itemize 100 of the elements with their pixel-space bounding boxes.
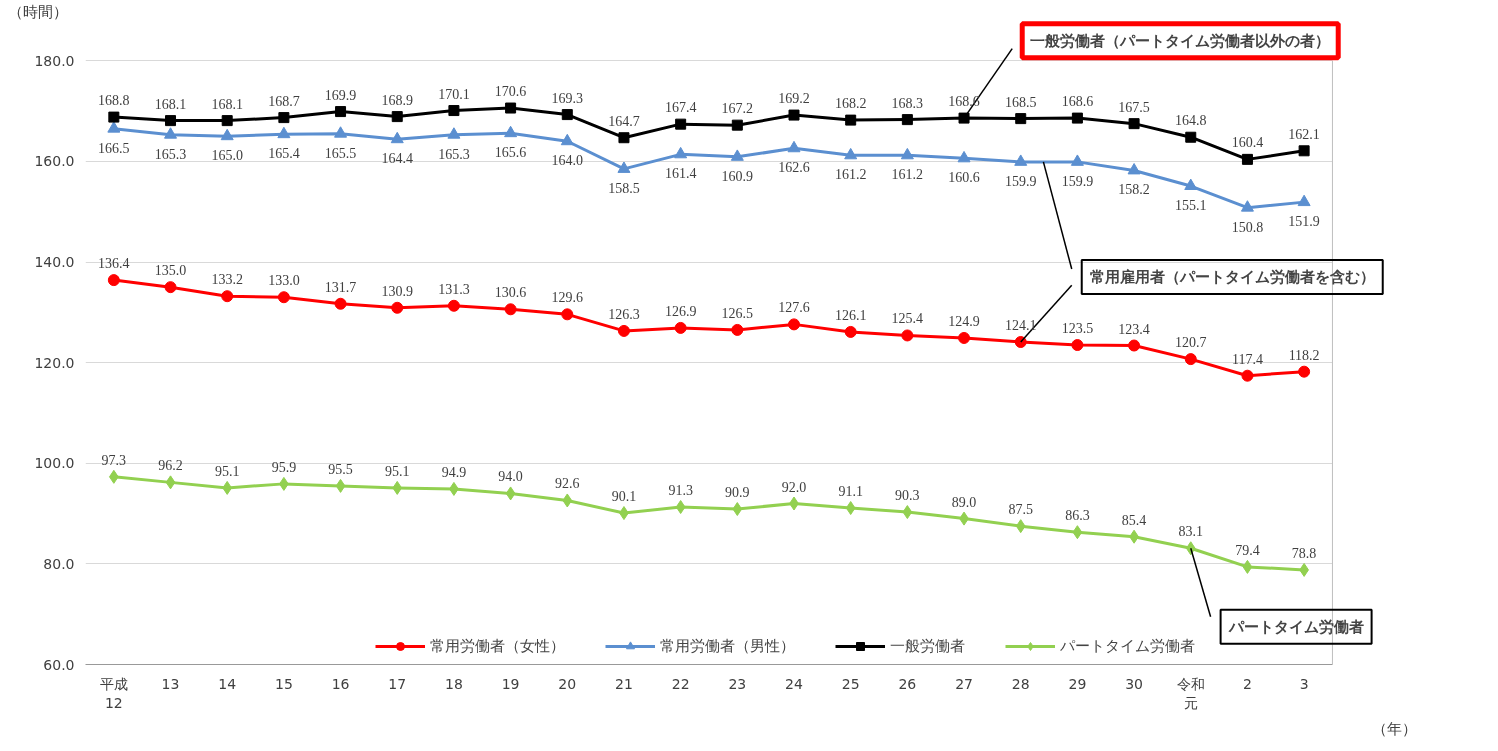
point <box>1128 339 1141 352</box>
point <box>220 128 234 141</box>
point <box>1127 163 1141 175</box>
x-tick-label: 16 <box>331 675 350 692</box>
data-label: 131.3 <box>438 281 470 297</box>
x-tick-label: 14 <box>218 675 237 692</box>
data-label: 133.0 <box>268 273 300 289</box>
data-label: 96.2 <box>158 458 183 474</box>
data-label: 90.3 <box>895 488 920 504</box>
data-label: 169.9 <box>324 87 357 103</box>
data-label: 164.4 <box>381 151 413 167</box>
data-label: 167.5 <box>1118 99 1150 115</box>
point <box>107 121 121 133</box>
point <box>1242 559 1253 574</box>
point <box>788 109 800 121</box>
point <box>1184 178 1198 190</box>
data-label: 170.1 <box>438 86 470 102</box>
point <box>844 325 857 338</box>
data-label: 160.4 <box>1231 135 1264 151</box>
data-label: 90.9 <box>725 485 750 501</box>
data-label: 155.1 <box>1175 198 1207 214</box>
point <box>164 281 177 294</box>
data-label: 92.0 <box>781 479 807 495</box>
data-label: 165.3 <box>154 146 187 162</box>
x-tick-label: 17 <box>388 675 407 692</box>
point <box>1071 339 1084 351</box>
x-tick-label: 令和元 <box>1176 675 1205 711</box>
data-label: 135.0 <box>154 263 187 279</box>
point <box>335 478 346 493</box>
point <box>561 308 574 321</box>
data-label: 170.6 <box>494 84 527 100</box>
x-tick-label: 15 <box>274 675 293 692</box>
y-axis-title: （時間） <box>7 2 68 21</box>
legend-label: 常用労働者（男性） <box>660 636 795 656</box>
point <box>504 125 518 138</box>
point <box>787 140 801 153</box>
point <box>618 132 630 144</box>
x-tick-label: 18 <box>445 675 463 692</box>
data-label: 167.2 <box>721 101 754 117</box>
point <box>957 150 971 163</box>
y-tick-label: 120.0 <box>34 354 75 371</box>
data-label: 168.1 <box>154 96 187 112</box>
point <box>1128 118 1140 130</box>
data-label: 131.7 <box>324 279 357 295</box>
point <box>900 147 914 160</box>
data-label: 169.3 <box>551 90 584 106</box>
legend-label: パートタイム労働者 <box>1060 636 1195 656</box>
data-label: 94.0 <box>498 469 523 485</box>
x-tick-label: 21 <box>615 675 633 692</box>
data-label: 92.6 <box>555 476 580 492</box>
data-label: 126.9 <box>664 303 697 319</box>
point <box>1241 153 1253 165</box>
data-label: 168.1 <box>211 96 243 112</box>
data-label: 117.4 <box>1231 351 1263 367</box>
point <box>844 147 858 160</box>
y-tick-label: 180.0 <box>34 52 75 69</box>
legend-label: 一般労働者 <box>890 636 965 656</box>
point <box>334 126 348 138</box>
point <box>958 331 971 344</box>
data-label: 136.4 <box>98 256 130 272</box>
annotation: 一般労働者（パートタイム労働者以外の者） <box>1030 31 1331 50</box>
point <box>278 112 290 124</box>
data-label: 129.6 <box>551 290 584 306</box>
point <box>617 324 630 337</box>
y-tick-label: 100.0 <box>34 455 75 472</box>
y-tick-label: 60.0 <box>43 656 75 673</box>
y-tick-label: 80.0 <box>43 555 75 572</box>
data-label: 160.6 <box>948 170 980 186</box>
y-tick-label: 160.0 <box>34 153 75 170</box>
data-label: 95.1 <box>384 463 410 479</box>
point <box>845 114 857 126</box>
data-label: 130.9 <box>381 283 413 299</box>
point <box>221 115 233 127</box>
data-label: 162.1 <box>1288 126 1320 142</box>
x-tick-label: 28 <box>1011 675 1030 692</box>
point <box>222 480 233 495</box>
x-axis-title: （年） <box>1372 719 1418 738</box>
data-label: 159.9 <box>1004 173 1037 189</box>
data-label: 86.3 <box>1065 508 1090 524</box>
legend-label: 常用労働者（女性） <box>430 636 565 656</box>
data-label: 151.9 <box>1288 214 1320 230</box>
point <box>845 501 856 516</box>
data-label: 78.8 <box>1291 545 1317 561</box>
point <box>1072 525 1083 540</box>
point <box>391 111 403 123</box>
data-label: 158.2 <box>1118 182 1150 198</box>
data-label: 168.6 <box>1061 94 1094 110</box>
data-label: 169.2 <box>778 91 810 107</box>
point <box>1185 131 1197 143</box>
data-label: 127.6 <box>778 300 810 316</box>
data-label: 89.0 <box>951 494 977 510</box>
data-label: 91.1 <box>838 484 863 500</box>
data-label: 161.4 <box>664 166 697 182</box>
point <box>504 303 517 316</box>
point <box>165 475 176 490</box>
point <box>1298 145 1310 157</box>
point <box>675 500 686 515</box>
point <box>958 112 970 124</box>
data-label: 118.2 <box>1288 347 1320 363</box>
data-label: 85.4 <box>1121 512 1147 528</box>
